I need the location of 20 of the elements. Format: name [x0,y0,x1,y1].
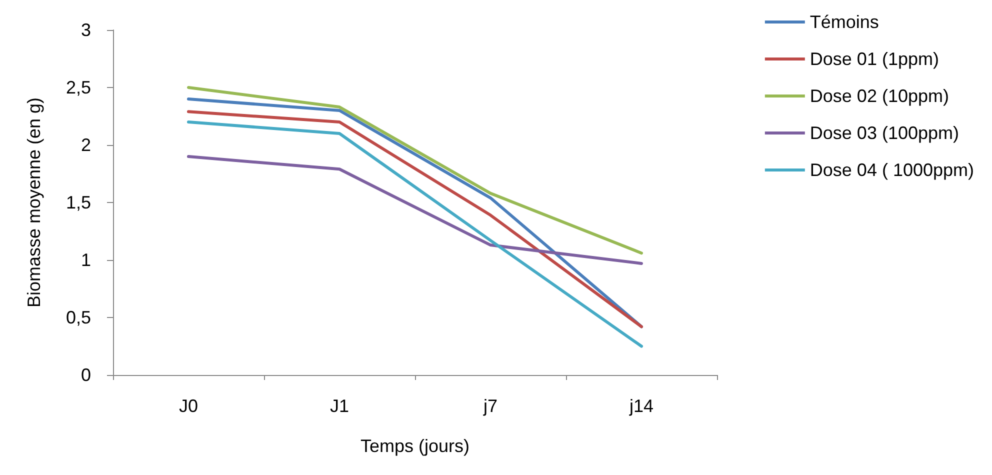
legend-label: Dose 04 ( 1000ppm) [810,160,974,180]
legend-label: Dose 02 (10ppm) [810,86,949,106]
legend-label: Dose 03 (100ppm) [810,123,959,143]
x-tick-label: j7 [482,396,498,416]
y-tick-label: 1,5 [66,192,91,212]
x-tick-label: j14 [628,396,654,416]
legend-label: Témoins [810,12,879,32]
y-tick-label: 3 [80,20,91,40]
x-axis-title: Temps (jours) [360,436,470,456]
line-series [187,86,643,255]
x-tick-label: J1 [330,396,350,416]
y-tick-label: 2 [80,135,91,155]
x-tick-label: J0 [178,396,198,416]
y-axis-title: Biomasse moyenne (en g) [24,97,44,308]
y-tick-label: 1 [80,250,91,270]
y-tick-label: 0,5 [66,308,91,328]
line-series [187,155,643,265]
y-tick-label: 2,5 [66,78,91,98]
y-tick-label: 0 [80,365,91,385]
legend-label: Dose 01 (1ppm) [810,49,939,69]
